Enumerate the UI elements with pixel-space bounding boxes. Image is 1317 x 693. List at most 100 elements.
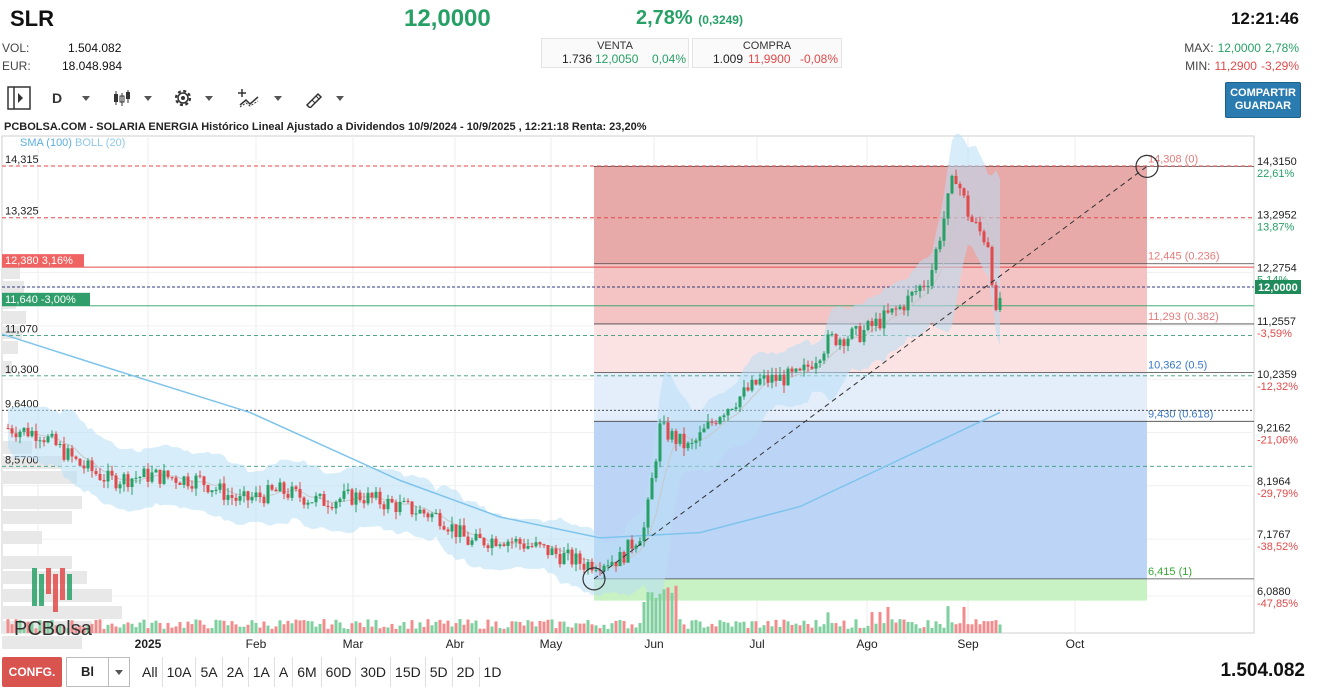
range-button-60d[interactable]: 60D bbox=[322, 657, 357, 687]
volume-bar bbox=[942, 627, 946, 633]
candle-body bbox=[214, 489, 218, 491]
config-button[interactable]: CONFG. bbox=[2, 657, 62, 687]
volume-bar bbox=[122, 624, 126, 633]
candle-body bbox=[986, 242, 990, 248]
range-button-1a[interactable]: 1A bbox=[249, 657, 275, 687]
volume-bar bbox=[954, 624, 958, 633]
price-chart[interactable]: Dic2025FebMarAbrMayJunJulAgoSepOct14,308… bbox=[0, 118, 1317, 653]
candle-body bbox=[670, 431, 674, 440]
axis-pct: -21,06% bbox=[1257, 434, 1298, 446]
candle-body bbox=[458, 525, 462, 537]
period-selector[interactable]: D bbox=[52, 85, 91, 111]
candle-body bbox=[114, 475, 118, 489]
volume-bar bbox=[174, 626, 178, 633]
candle-body bbox=[762, 375, 766, 379]
volume-bar bbox=[550, 619, 554, 633]
settings-button[interactable] bbox=[171, 85, 213, 111]
volume-bar bbox=[210, 627, 214, 633]
share-save-button[interactable]: COMPARTIR GUARDAR bbox=[1225, 82, 1301, 118]
draw-tools-button[interactable] bbox=[304, 85, 344, 111]
range-button-2a[interactable]: 2A bbox=[223, 657, 249, 687]
volume-bar bbox=[746, 627, 750, 633]
axis-price: 9,2162 bbox=[1257, 422, 1291, 434]
fib-label: 11,293 (0.382) bbox=[1148, 311, 1219, 323]
volume-bar bbox=[926, 620, 930, 633]
candle-body bbox=[582, 563, 586, 570]
candle-body bbox=[778, 374, 782, 381]
range-button-5a[interactable]: 5A bbox=[196, 657, 223, 687]
volume-bar bbox=[866, 625, 870, 633]
range-button-a[interactable]: A bbox=[275, 657, 294, 687]
volume-bar bbox=[698, 621, 702, 633]
logo-bar bbox=[39, 574, 44, 606]
volume-bar bbox=[82, 627, 86, 633]
range-button-10a[interactable]: 10A bbox=[163, 657, 197, 687]
range-button-all[interactable]: All bbox=[138, 657, 163, 687]
bl-selector[interactable]: Bl bbox=[66, 657, 130, 687]
volume-bar bbox=[182, 627, 186, 633]
venta-qty: 1.736 bbox=[562, 52, 593, 66]
candle-body bbox=[550, 548, 554, 556]
candle-body bbox=[414, 513, 418, 515]
candle-body bbox=[634, 545, 638, 549]
volume-bar bbox=[414, 628, 418, 633]
candle-body bbox=[826, 334, 830, 354]
volume-bar bbox=[778, 627, 782, 633]
candle-body bbox=[590, 561, 594, 571]
volume-bar bbox=[658, 593, 662, 633]
candle-body bbox=[830, 334, 834, 336]
candle-body bbox=[30, 430, 34, 437]
candle-body bbox=[686, 442, 690, 449]
candle-body bbox=[338, 498, 342, 503]
volume-bar bbox=[766, 621, 770, 633]
volume-bar bbox=[662, 589, 666, 633]
candle-body bbox=[14, 433, 18, 438]
volume-bar bbox=[526, 620, 530, 633]
volume-bar bbox=[674, 585, 678, 633]
candle-body bbox=[326, 505, 330, 508]
candle-body bbox=[698, 432, 702, 441]
range-button-6m[interactable]: 6M bbox=[293, 657, 322, 687]
candles-icon bbox=[114, 90, 130, 106]
volume-profile-bar bbox=[2, 571, 87, 584]
month-label: Jul bbox=[749, 637, 764, 651]
volume-bar bbox=[970, 624, 974, 633]
volume-bar bbox=[322, 619, 326, 633]
volume-bar bbox=[586, 620, 590, 633]
chart-type-button[interactable] bbox=[112, 85, 152, 111]
range-button-30d[interactable]: 30D bbox=[356, 657, 392, 687]
range-button-15d[interactable]: 15D bbox=[391, 657, 426, 687]
volume-bar bbox=[294, 619, 298, 633]
candle-body bbox=[330, 507, 334, 509]
range-button-2d[interactable]: 2D bbox=[453, 657, 480, 687]
fib-label: 6,415 (1) bbox=[1148, 566, 1192, 578]
indicators-button[interactable] bbox=[238, 85, 282, 111]
candle-body bbox=[262, 497, 266, 504]
candle-body bbox=[98, 473, 102, 480]
volume-bar bbox=[54, 625, 58, 633]
compra-label: COMPRA bbox=[742, 40, 792, 52]
axis-pct: -38,52% bbox=[1257, 541, 1298, 553]
volume-profile-bar bbox=[2, 311, 26, 324]
volume-bar bbox=[858, 627, 862, 633]
volume-bar bbox=[922, 627, 926, 633]
range-button-1d[interactable]: 1D bbox=[483, 664, 502, 680]
candle-body bbox=[942, 218, 946, 241]
axis-pct: -12,32% bbox=[1257, 381, 1298, 393]
volume-bar bbox=[50, 619, 54, 633]
panel-toggle-button[interactable] bbox=[7, 85, 31, 111]
volume-bar bbox=[754, 621, 758, 633]
volume-profile-bar bbox=[2, 556, 72, 569]
volume-bar bbox=[682, 624, 686, 633]
volume-bar bbox=[134, 627, 138, 633]
compra-price: 11,9900 bbox=[748, 52, 791, 66]
logo-bar bbox=[46, 568, 51, 594]
range-button-5d[interactable]: 5D bbox=[426, 657, 453, 687]
volume-profile-bar bbox=[2, 496, 82, 509]
candle-body bbox=[354, 492, 358, 505]
volume-bar bbox=[270, 628, 274, 633]
candle-body bbox=[890, 308, 894, 313]
candle-body bbox=[750, 379, 754, 391]
candle-body bbox=[358, 492, 362, 501]
candle-body bbox=[166, 470, 170, 478]
